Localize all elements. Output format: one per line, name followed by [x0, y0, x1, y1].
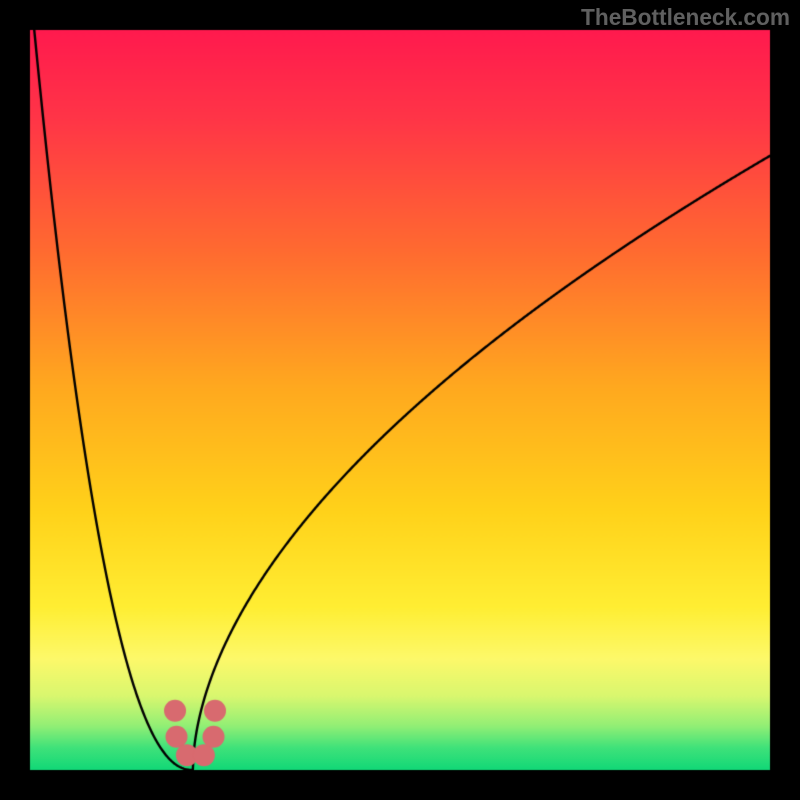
watermark-text: TheBottleneck.com — [581, 4, 790, 31]
chart-container: TheBottleneck.com — [0, 0, 800, 800]
chart-canvas — [0, 0, 800, 800]
